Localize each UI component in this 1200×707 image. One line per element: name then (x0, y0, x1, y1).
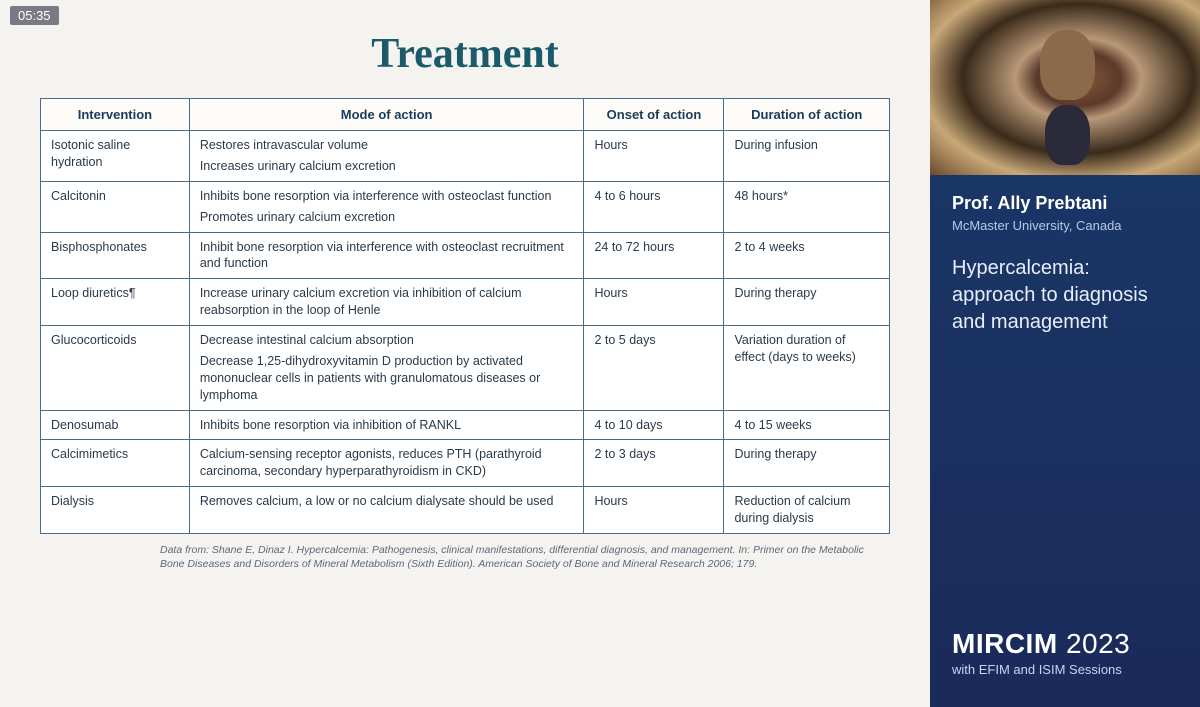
panel-footer: MIRCIM 2023 with EFIM and ISIM Sessions (930, 604, 1200, 707)
col-onset: Onset of action (584, 99, 724, 131)
conference-logo: MIRCIM 2023 (952, 628, 1178, 660)
talk-title: Hypercalcemia: approach to diagnosis and… (952, 255, 1178, 336)
speaker-name: Prof. Ally Prebtani (952, 193, 1178, 214)
cell-onset: 4 to 6 hours (584, 181, 724, 232)
table-row: Calcitonin Inhibits bone resorption via i… (41, 181, 890, 232)
cell-duration: 4 to 15 weeks (724, 410, 890, 440)
cell-duration: During therapy (724, 440, 890, 487)
mode-line: Inhibits bone resorption via inhibition … (200, 417, 574, 434)
side-panel: Prof. Ally Prebtani McMaster University,… (930, 0, 1200, 707)
cell-duration: Variation duration of effect (days to we… (724, 326, 890, 411)
col-intervention: Intervention (41, 99, 190, 131)
col-duration: Duration of action (724, 99, 890, 131)
cell-onset: 2 to 3 days (584, 440, 724, 487)
cell-onset: Hours (584, 279, 724, 326)
table-row: Calcimimetics Calcium-sensing receptor ag… (41, 440, 890, 487)
table-row: Denosumab Inhibits bone resorption via in… (41, 410, 890, 440)
slide-area: 05:35 Treatment Intervention Mode of act… (0, 0, 930, 707)
cell-mode: Decrease intestinal calcium absorption De… (189, 326, 584, 411)
mode-line: Promotes urinary calcium excretion (200, 209, 574, 226)
mode-line: Increase urinary calcium excretion via i… (200, 285, 574, 319)
cell-intervention: Denosumab (41, 410, 190, 440)
cell-onset: 2 to 5 days (584, 326, 724, 411)
cell-intervention: Glucocorticoids (41, 326, 190, 411)
slide-title: Treatment (40, 30, 890, 78)
conference-subtitle: with EFIM and ISIM Sessions (952, 662, 1178, 677)
mode-line: Decrease 1,25-dihydroxyvitamin D product… (200, 353, 574, 404)
table-row: GlucocorticoidsDecrease intestinal calci… (41, 326, 890, 411)
cell-intervention: Bisphosphonates (41, 232, 190, 279)
mode-line: Decrease intestinal calcium absorption (200, 332, 574, 349)
table-row: Isotonic saline hydrationRestores intrav… (41, 131, 890, 182)
cell-duration: During therapy (724, 279, 890, 326)
timer-badge: 05:35 (10, 6, 59, 25)
cell-onset: 4 to 10 days (584, 410, 724, 440)
cell-duration: 48 hours* (724, 181, 890, 232)
table-row: Dialysis Removes calcium, a low or no cal… (41, 487, 890, 534)
cell-duration: 2 to 4 weeks (724, 232, 890, 279)
cell-onset: Hours (584, 131, 724, 182)
cell-mode: Restores intravascular volume Increases u… (189, 131, 584, 182)
citation-text: Data from: Shane E, Dinaz I. Hypercalcem… (40, 544, 890, 571)
mode-line: Removes calcium, a low or no calcium dia… (200, 493, 574, 510)
table-row: Loop diuretics¶ Increase urinary calcium … (41, 279, 890, 326)
conference-name: MIRCIM (952, 628, 1058, 659)
cell-intervention: Loop diuretics¶ (41, 279, 190, 326)
mode-line: Inhibit bone resorption via interference… (200, 239, 574, 273)
cell-mode: Inhibit bone resorption via interference… (189, 232, 584, 279)
treatment-table: Intervention Mode of action Onset of act… (40, 98, 890, 534)
cell-mode: Increase urinary calcium excretion via i… (189, 279, 584, 326)
cell-duration: Reduction of calcium during dialysis (724, 487, 890, 534)
cell-onset: 24 to 72 hours (584, 232, 724, 279)
cell-duration: During infusion (724, 131, 890, 182)
mode-line: Inhibits bone resorption via interferenc… (200, 188, 574, 205)
mode-line: Calcium-sensing receptor agonists, reduc… (200, 446, 574, 480)
cell-onset: Hours (584, 487, 724, 534)
cell-intervention: Isotonic saline hydration (41, 131, 190, 182)
cell-mode: Inhibits bone resorption via interferenc… (189, 181, 584, 232)
cell-mode: Removes calcium, a low or no calcium dia… (189, 487, 584, 534)
col-mode: Mode of action (189, 99, 584, 131)
cell-intervention: Calcimimetics (41, 440, 190, 487)
table-header-row: Intervention Mode of action Onset of act… (41, 99, 890, 131)
speaker-photo (930, 0, 1200, 175)
cell-intervention: Calcitonin (41, 181, 190, 232)
mode-line: Restores intravascular volume (200, 137, 574, 154)
cell-intervention: Dialysis (41, 487, 190, 534)
cell-mode: Calcium-sensing receptor agonists, reduc… (189, 440, 584, 487)
table-row: Bisphosphonates Inhibit bone resorption v… (41, 232, 890, 279)
mode-line: Increases urinary calcium excretion (200, 158, 574, 175)
conference-year: 2023 (1066, 628, 1130, 659)
speaker-affiliation: McMaster University, Canada (952, 218, 1178, 233)
cell-mode: Inhibits bone resorption via inhibition … (189, 410, 584, 440)
speaker-info: Prof. Ally Prebtani McMaster University,… (930, 175, 1200, 346)
